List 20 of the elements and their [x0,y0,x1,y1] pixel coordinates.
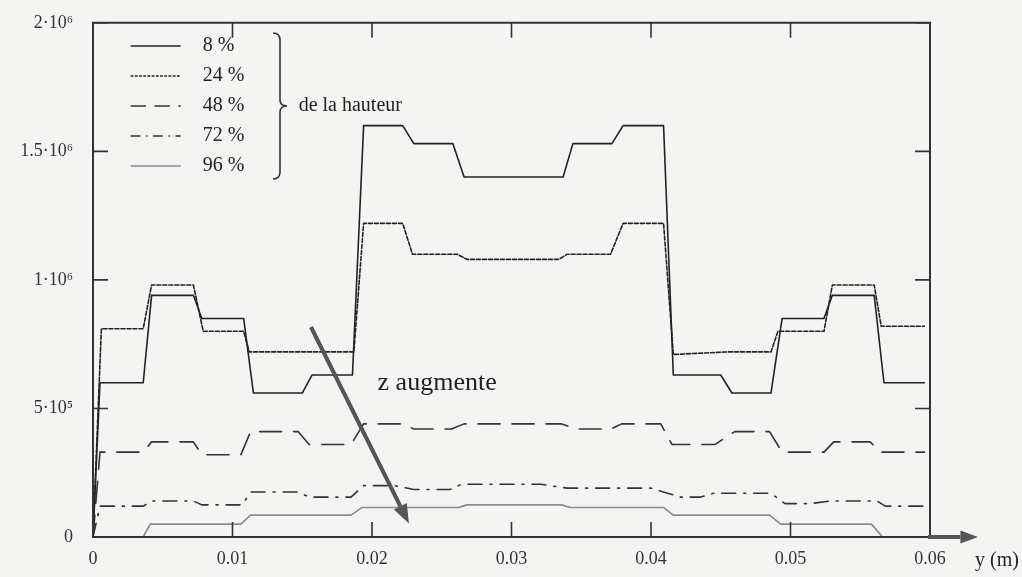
legend-label: 8 % [202,33,235,56]
y-tick-label: 1.5·10⁶ [20,140,73,161]
y-tick-label: 1·10⁶ [33,268,73,289]
x-tick-label: 0.01 [216,547,249,568]
annotation: z augmente [377,366,497,396]
legend-label: 72 % [202,123,245,146]
x-tick-label: 0.02 [356,547,388,568]
legend-title: de la hauteur [298,93,403,116]
x-tick-label: 0.04 [635,547,667,568]
legend-label: 96 % [202,153,245,176]
x-tick-label: 0.05 [774,547,807,568]
y-tick-label: 0 [64,525,73,546]
legend-label: 48 % [202,93,245,116]
y-tick-label: 2·10⁶ [33,11,73,32]
x-axis-title: y (m) [975,548,1019,572]
x-tick-label: 0 [88,547,98,568]
legend-label: 24 % [202,63,245,86]
x-tick-label: 0.06 [914,547,946,568]
y-tick-label: 5·10⁵ [33,397,73,418]
x-tick-label: 0.03 [495,547,528,568]
